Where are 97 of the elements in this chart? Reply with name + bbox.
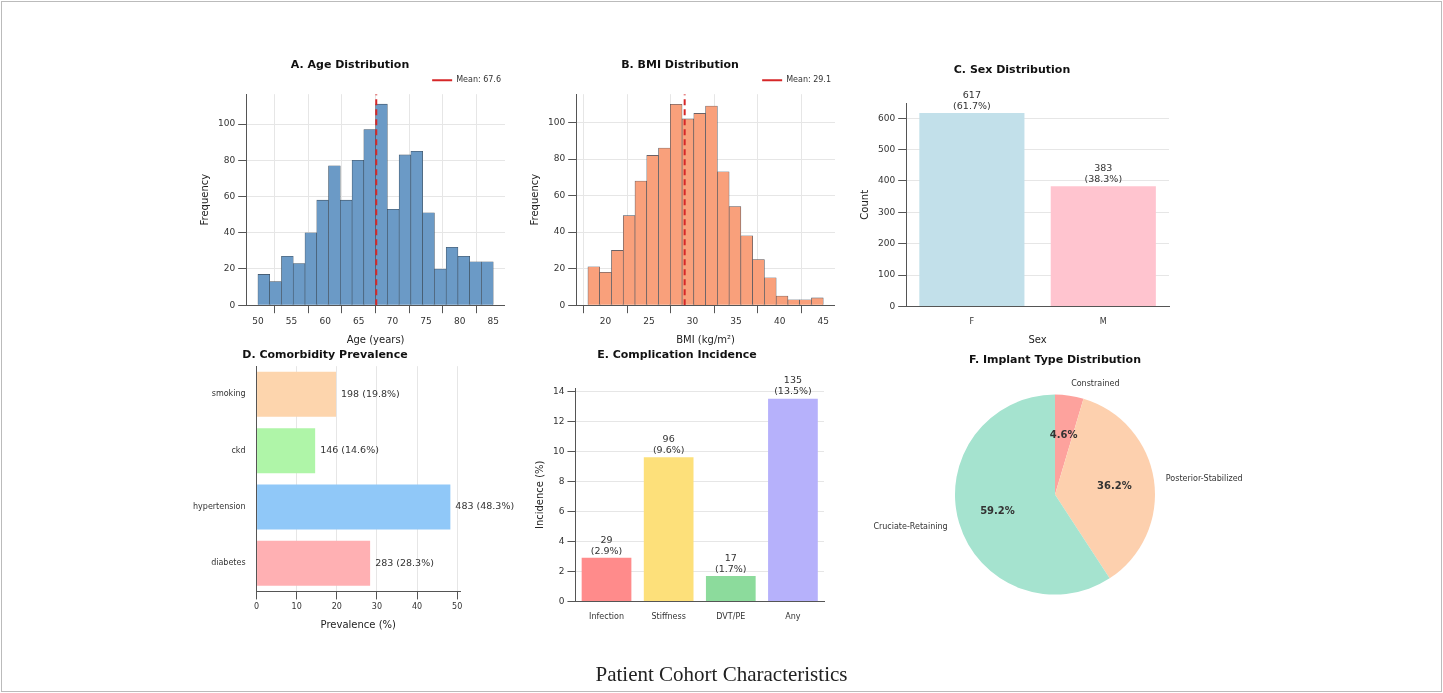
y-tick-label: smoking	[211, 389, 246, 399]
x-tick-label: 20	[331, 602, 342, 612]
x-axis-title: Sex	[1028, 333, 1047, 345]
y-tick-label: 0	[559, 299, 566, 310]
y-tick-label: 40	[553, 226, 566, 237]
y-tick-label: 80	[553, 153, 566, 164]
y-tick-label: 14	[553, 385, 565, 396]
chart-title: F. Implant Type Distribution	[968, 353, 1142, 367]
x-tick-label: 30	[371, 602, 383, 612]
y-tick-label: hypertension	[193, 502, 246, 512]
x-tick-label: 0	[254, 602, 260, 612]
y-tick-label: 500	[877, 143, 896, 154]
x-tick-label: Any	[785, 612, 801, 622]
x-tick-label: Stiffness	[651, 612, 686, 622]
x-tick-label: 10	[291, 602, 302, 612]
data-label: 59.2%	[980, 505, 1015, 517]
data-label: 198 (19.8%)	[341, 387, 400, 399]
chart-title: D. Comorbidity Prevalence	[242, 348, 408, 362]
y-tick-label: 2	[558, 565, 565, 576]
y-tick-label: 60	[553, 189, 566, 200]
text: Patient Cohort Characteristics	[594, 662, 849, 687]
y-tick-label: 80	[223, 154, 236, 165]
legend-label: Mean: 67.6	[456, 75, 502, 85]
bar	[768, 398, 818, 601]
x-axis-title: Prevalence (%)	[320, 618, 397, 630]
x-tick-label: 75	[420, 315, 432, 326]
y-tick-label: ckd	[231, 445, 246, 455]
chart-title: A. Age Distribution	[290, 58, 410, 72]
x-tick-label: 30	[686, 315, 699, 326]
chart-title: C. Sex Distribution	[953, 63, 1071, 77]
y-tick-label: 0	[889, 300, 896, 311]
y-tick-label: 60	[223, 190, 236, 201]
data-label: 36.2%	[1097, 479, 1132, 491]
y-tick-label: 10	[553, 445, 565, 456]
data-label: 146 (14.6%)	[320, 444, 379, 456]
y-tick-label: 8	[558, 475, 565, 486]
y-axis-title: Frequency	[528, 173, 540, 226]
x-tick-label: 60	[319, 315, 332, 326]
x-axis-title: BMI (kg/m²)	[676, 333, 736, 345]
y-tick-label: 6	[558, 505, 565, 516]
data-label: 17 (1.7%)	[715, 551, 747, 574]
y-tick-label: 20	[223, 263, 236, 274]
bar	[643, 457, 694, 601]
y-tick-label: 40	[223, 227, 236, 238]
data-label: 96 (9.6%)	[652, 432, 685, 455]
y-tick-label: 4	[558, 535, 565, 546]
y-tick-label: 20	[553, 263, 566, 274]
x-tick-label: M	[1099, 317, 1107, 327]
x-tick-label: 65	[353, 315, 365, 326]
y-tick-label: 100	[217, 118, 236, 129]
x-tick-label: Infection	[589, 612, 624, 622]
y-tick-label: 100	[877, 269, 896, 280]
x-tick-label: 80	[453, 315, 466, 326]
x-tick-label: 50	[452, 602, 463, 612]
x-axis-title: Age (years)	[346, 333, 405, 345]
data-label: 4.6%	[1049, 428, 1078, 440]
x-tick-label: 55	[285, 315, 298, 326]
y-tick-label: 0	[229, 299, 236, 310]
y-axis-title: Frequency	[198, 173, 210, 226]
chart-title: E. Complication Incidence	[597, 348, 757, 362]
data-label: 283 (28.3%)	[375, 556, 434, 568]
y-tick-label: 300	[877, 206, 896, 217]
x-tick-label: 40	[773, 315, 786, 326]
data-label: 617 (61.7%)	[953, 88, 991, 111]
slice-label: Cruciate-Retaining	[873, 521, 948, 531]
y-tick-label: 400	[877, 175, 896, 186]
y-tick-label: 600	[877, 112, 896, 123]
y-tick-label: 200	[877, 238, 896, 249]
bar	[705, 575, 756, 601]
x-tick-label: 85	[487, 315, 499, 326]
x-tick-label: 45	[817, 315, 829, 326]
legend-label: Mean: 29.1	[786, 75, 832, 85]
bar	[257, 371, 337, 417]
chart-title: B. BMI Distribution	[621, 58, 739, 72]
y-tick-label: 100	[547, 116, 566, 127]
x-tick-label: 40	[411, 602, 423, 612]
x-tick-label: F	[969, 317, 975, 327]
bar	[257, 540, 371, 586]
y-axis-title: Count	[858, 189, 870, 220]
slice-label: Constrained	[1071, 378, 1120, 388]
data-label: 383 (38.3%)	[1084, 162, 1123, 185]
x-tick-label: 20	[599, 315, 612, 326]
x-tick-label: 35	[730, 315, 742, 326]
y-tick-label: diabetes	[211, 558, 246, 568]
data-label: 483 (48.3%)	[455, 500, 515, 512]
x-tick-label: 50	[252, 315, 264, 326]
bar	[257, 428, 316, 474]
data-label: 135 (13.5%)	[774, 374, 812, 397]
bar	[257, 484, 451, 530]
y-axis-title: Incidence (%)	[533, 460, 545, 530]
x-tick-label: 70	[386, 315, 399, 326]
y-tick-label: 12	[553, 415, 565, 426]
bar	[581, 557, 632, 601]
x-tick-label: 25	[643, 315, 655, 326]
x-tick-label: DVT/PE	[716, 612, 746, 622]
slice-label: Posterior-Stabilized	[1165, 473, 1243, 483]
data-label: 29 (2.9%)	[590, 533, 623, 556]
